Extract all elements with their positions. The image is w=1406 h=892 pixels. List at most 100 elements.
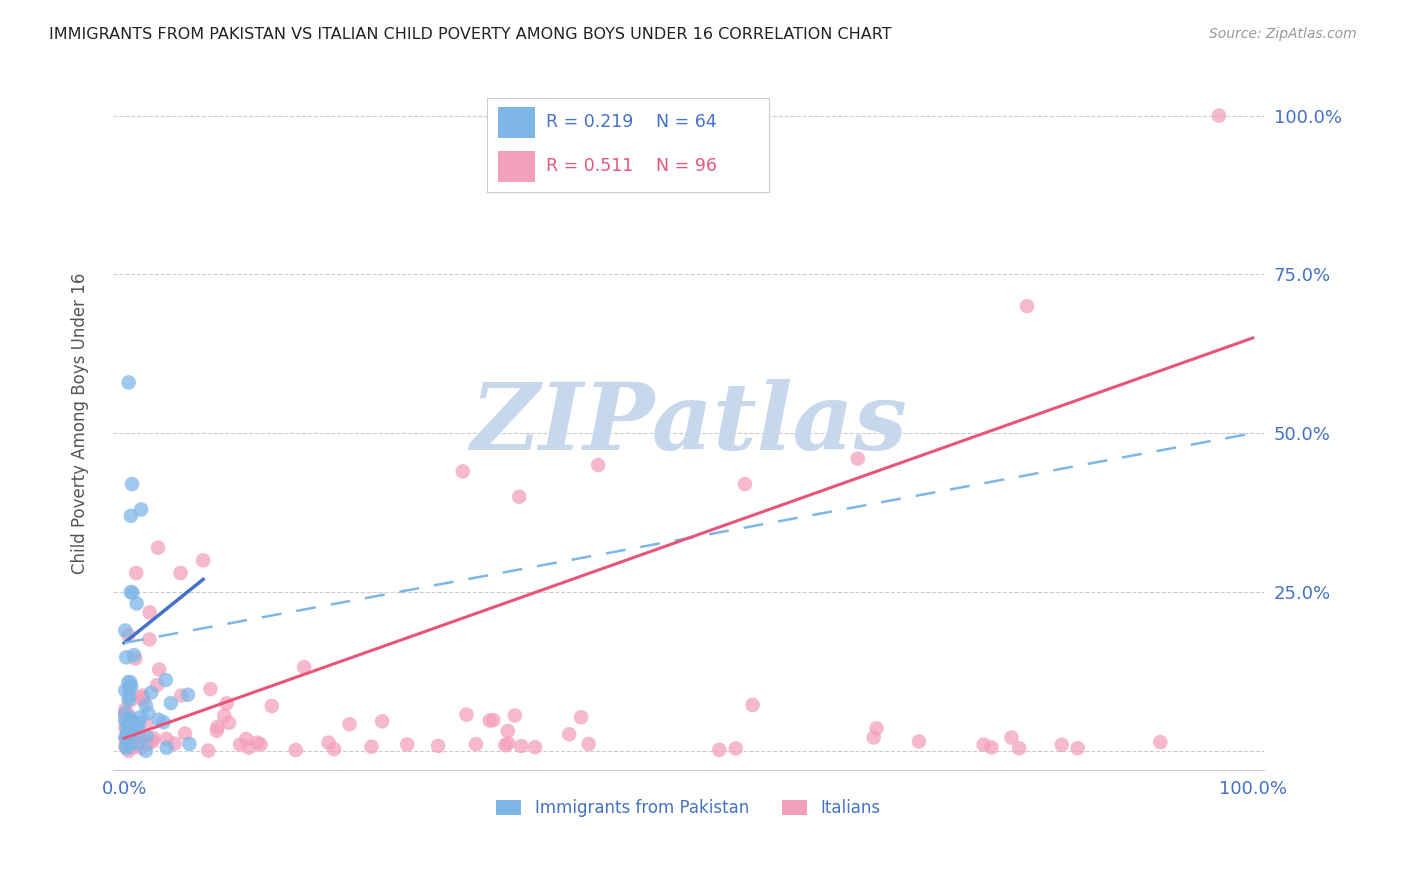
Point	[114, 683, 136, 698]
Point	[142, 731, 165, 746]
Point	[197, 743, 219, 757]
Point	[127, 736, 149, 750]
Point	[125, 566, 148, 580]
Y-axis label: Child Poverty Among Boys Under 16: Child Poverty Among Boys Under 16	[72, 273, 89, 574]
Point	[207, 720, 229, 734]
Point	[318, 736, 340, 750]
Point	[323, 742, 346, 756]
Point	[980, 740, 1002, 755]
Point	[360, 739, 382, 754]
Point	[427, 739, 450, 753]
Point	[371, 714, 394, 729]
Point	[127, 722, 149, 736]
Point	[114, 739, 136, 754]
Point	[146, 678, 169, 692]
Point	[510, 739, 533, 753]
Point	[249, 738, 271, 752]
Point	[115, 716, 138, 731]
Point	[121, 724, 143, 739]
Point	[118, 708, 141, 723]
Point	[120, 679, 142, 693]
Point	[118, 376, 141, 390]
Point	[125, 720, 148, 734]
Legend: Immigrants from Pakistan, Italians: Immigrants from Pakistan, Italians	[489, 793, 887, 824]
Point	[118, 744, 141, 758]
Point	[120, 723, 142, 737]
Point	[908, 734, 931, 748]
Point	[114, 707, 136, 722]
Text: IMMIGRANTS FROM PAKISTAN VS ITALIAN CHILD POVERTY AMONG BOYS UNDER 16 CORRELATIO: IMMIGRANTS FROM PAKISTAN VS ITALIAN CHIL…	[49, 27, 891, 42]
Point	[131, 689, 153, 703]
Point	[120, 693, 142, 707]
Point	[586, 458, 609, 472]
Point	[118, 711, 141, 725]
Point	[114, 731, 136, 745]
Point	[456, 707, 478, 722]
Point	[215, 697, 238, 711]
Point	[131, 731, 153, 746]
Text: ZIPatlas: ZIPatlas	[470, 379, 907, 468]
Point	[141, 685, 163, 699]
Point	[179, 737, 201, 751]
Point	[120, 737, 142, 751]
Point	[117, 628, 139, 642]
Point	[114, 721, 136, 735]
Point	[114, 714, 136, 728]
Point	[117, 693, 139, 707]
Point	[177, 688, 200, 702]
Point	[229, 738, 252, 752]
Point	[284, 743, 307, 757]
Point	[114, 713, 136, 727]
Point	[114, 731, 136, 745]
Point	[1008, 741, 1031, 756]
Point	[148, 663, 170, 677]
Point	[129, 691, 152, 706]
Point	[1050, 738, 1073, 752]
Point	[120, 508, 142, 523]
Point	[155, 731, 177, 746]
Point	[741, 698, 763, 712]
Point	[128, 715, 150, 730]
Point	[339, 717, 361, 731]
Point	[169, 566, 191, 580]
Point	[478, 714, 501, 728]
Point	[121, 477, 143, 491]
Point	[120, 737, 142, 751]
Point	[125, 597, 148, 611]
Point	[135, 744, 157, 758]
Point	[578, 737, 600, 751]
Point	[124, 716, 146, 731]
Point	[709, 743, 731, 757]
Text: Source: ZipAtlas.com: Source: ZipAtlas.com	[1209, 27, 1357, 41]
Point	[117, 725, 139, 739]
Point	[118, 712, 141, 726]
Point	[212, 708, 235, 723]
Point	[122, 648, 145, 662]
Point	[292, 660, 315, 674]
Point	[136, 706, 159, 721]
Point	[170, 689, 193, 703]
Point	[724, 741, 747, 756]
Point	[260, 698, 283, 713]
Point	[120, 717, 142, 731]
Point	[124, 730, 146, 744]
Point	[235, 732, 257, 747]
Point	[862, 731, 884, 745]
Point	[496, 736, 519, 750]
Point	[1000, 731, 1022, 745]
Point	[218, 715, 240, 730]
Point	[135, 730, 157, 744]
Point	[238, 740, 260, 755]
Point	[734, 477, 756, 491]
Point	[117, 675, 139, 690]
Point	[973, 738, 995, 752]
Point	[1208, 109, 1230, 123]
Point	[200, 682, 222, 697]
Point	[124, 651, 146, 665]
Point	[558, 727, 581, 741]
Point	[115, 739, 138, 753]
Point	[155, 673, 177, 687]
Point	[865, 722, 887, 736]
Point	[174, 726, 197, 740]
Point	[1066, 741, 1088, 756]
